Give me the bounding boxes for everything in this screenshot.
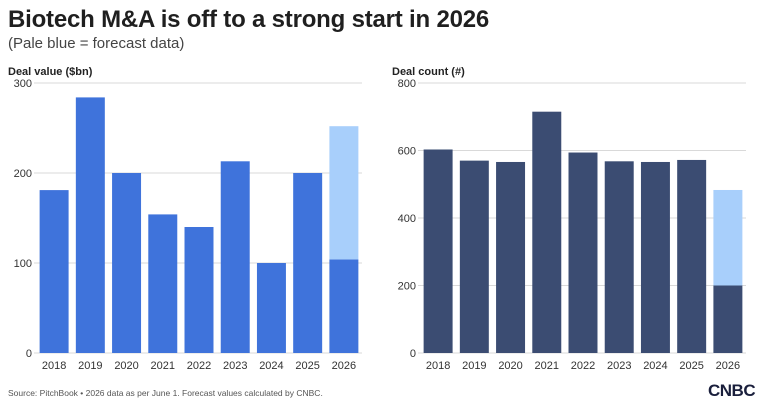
deal-count-xtick-label: 2024 [643,360,667,372]
deal-value-bar [39,190,69,353]
deal-value-xtick-label: 2021 [151,360,175,372]
deal-count-bar [640,161,670,353]
deal-count-ytick-label: 400 [398,213,416,225]
deal-count-label: Deal count (#) [392,66,465,78]
deal-value-xtick-label: 2020 [114,360,138,372]
deal-count-xtick-label: 2025 [679,360,703,372]
deal-value-label: Deal value ($bn) [8,66,93,78]
deal-count-xtick-label: 2021 [535,360,559,372]
deal-count-xtick-label: 2023 [607,360,631,372]
deal-value-xtick-label: 2023 [223,360,247,372]
deal-value-ytick-label: 100 [14,258,32,270]
deal-value-bar [148,214,178,353]
deal-count-xtick-label: 2018 [426,360,450,372]
deal-value-xtick-label: 2026 [332,360,356,372]
deal-count-bar [713,285,743,353]
deal-count-bar [568,152,598,353]
deal-count-bar [459,160,489,353]
deal-value-bar [184,227,214,353]
deal-value-bar [329,259,359,353]
deal-count-ytick-label: 200 [398,281,416,293]
deal-count-bar [496,161,526,353]
chart-title: Biotech M&A is off to a strong start in … [8,6,490,33]
chart-subtitle: (Pale blue = forecast data) [8,35,185,52]
cnbc-logo: CNBC [708,381,756,400]
deal-count-forecast-bar [713,189,743,286]
deal-value-ytick-label: 0 [26,348,32,360]
deal-value-xtick-label: 2018 [42,360,66,372]
deal-value-forecast-bar [329,126,359,260]
deal-count-xtick-label: 2026 [716,360,740,372]
deal-value-xtick-label: 2024 [259,360,283,372]
deal-count-bar [532,111,562,353]
deal-count-xtick-label: 2019 [462,360,486,372]
deal-count-bar [604,161,634,353]
deal-value-ytick-label: 300 [14,78,32,90]
deal-value-bar [256,263,286,353]
deal-count-ytick-label: 800 [398,78,416,90]
deal-value-bar [112,173,142,353]
deal-value-xtick-label: 2025 [295,360,319,372]
deal-count-bar [677,159,707,353]
source-note: Source: PitchBook • 2026 data as per Jun… [8,388,323,398]
deal-value-xtick-label: 2022 [187,360,211,372]
deal-value-bar [75,97,105,354]
deal-count-ytick-label: 0 [410,348,416,360]
deal-value-xtick-label: 2019 [78,360,102,372]
deal-count-xtick-label: 2020 [498,360,522,372]
deal-count-bar [423,149,453,353]
deal-value-bar [220,161,250,353]
deal-value-bar [293,173,323,353]
deal-count-xtick-label: 2022 [571,360,595,372]
deal-value-ytick-label: 200 [14,168,32,180]
deal-count-ytick-label: 600 [398,146,416,158]
